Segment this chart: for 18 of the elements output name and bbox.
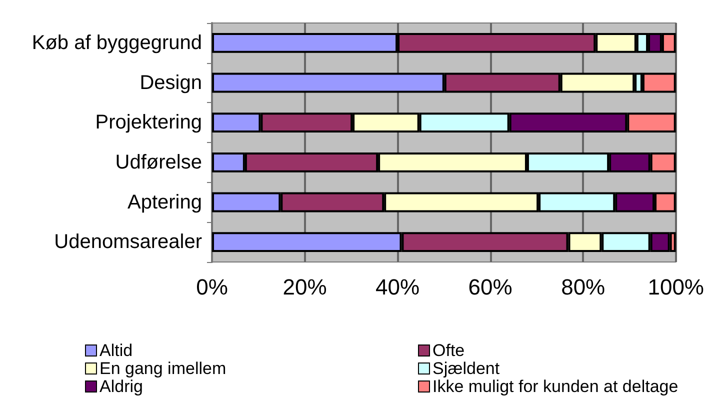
- x-tick-label: 100%: [648, 274, 704, 300]
- x-tick-label: 60%: [468, 274, 512, 300]
- y-tick-label: Aptering: [128, 191, 202, 214]
- y-tick-label: Projektering: [95, 112, 202, 134]
- legend-label: Ikke muligt for kunden at deltage: [432, 377, 678, 396]
- y-tick-label: Udenomsarealer: [54, 231, 202, 254]
- y-tick-label: Udførelse: [115, 151, 202, 174]
- y-tick-label: Køb af byggegrund: [32, 32, 202, 54]
- x-tick-label: 0%: [196, 274, 228, 300]
- legend-label: Altid: [100, 341, 133, 360]
- x-tick-label: 80%: [561, 274, 606, 300]
- x-tick-label: 40%: [376, 274, 420, 300]
- legend-label: En gang imellem: [100, 359, 226, 378]
- legend-label: Sjældent: [432, 359, 500, 378]
- y-tick-label: Design: [140, 72, 202, 94]
- legend-label: Ofte: [432, 341, 465, 360]
- legend-label: Aldrig: [100, 377, 143, 396]
- x-tick-label: 20%: [282, 274, 327, 300]
